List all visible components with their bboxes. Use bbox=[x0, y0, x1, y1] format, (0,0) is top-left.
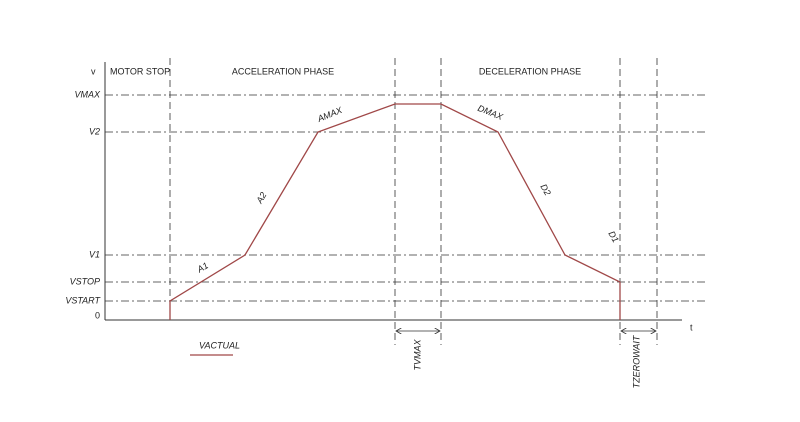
level-label: VSTOP bbox=[70, 276, 100, 286]
legend-label: VACTUAL bbox=[199, 340, 240, 350]
y-axis-label: v bbox=[91, 66, 96, 76]
phase-label: DECELERATION PHASE bbox=[479, 66, 581, 76]
phase-lines bbox=[169, 58, 658, 345]
phase-label: MOTOR STOP bbox=[110, 66, 170, 76]
level-lines bbox=[105, 94, 705, 302]
level-label: V2 bbox=[89, 126, 100, 136]
level-label: V1 bbox=[89, 249, 100, 259]
segment-label: AMAX bbox=[315, 105, 344, 125]
segment-label: D1 bbox=[606, 229, 620, 244]
segment-label: A2 bbox=[254, 190, 269, 205]
velocity-profile bbox=[169, 103, 621, 320]
level-label: VSTART bbox=[65, 295, 101, 305]
segment-label: D2 bbox=[538, 182, 552, 197]
segment-label: DMAX bbox=[476, 103, 505, 122]
interval-label: TZEROWAIT bbox=[631, 334, 641, 388]
phase-label: ACCELERATION PHASE bbox=[232, 66, 334, 76]
level-label: 0 bbox=[95, 310, 100, 320]
x-axis-label: t bbox=[690, 322, 693, 332]
interval-label: TVMAX bbox=[412, 339, 422, 371]
level-label: VMAX bbox=[74, 89, 101, 99]
segment-label: A1 bbox=[195, 260, 210, 275]
